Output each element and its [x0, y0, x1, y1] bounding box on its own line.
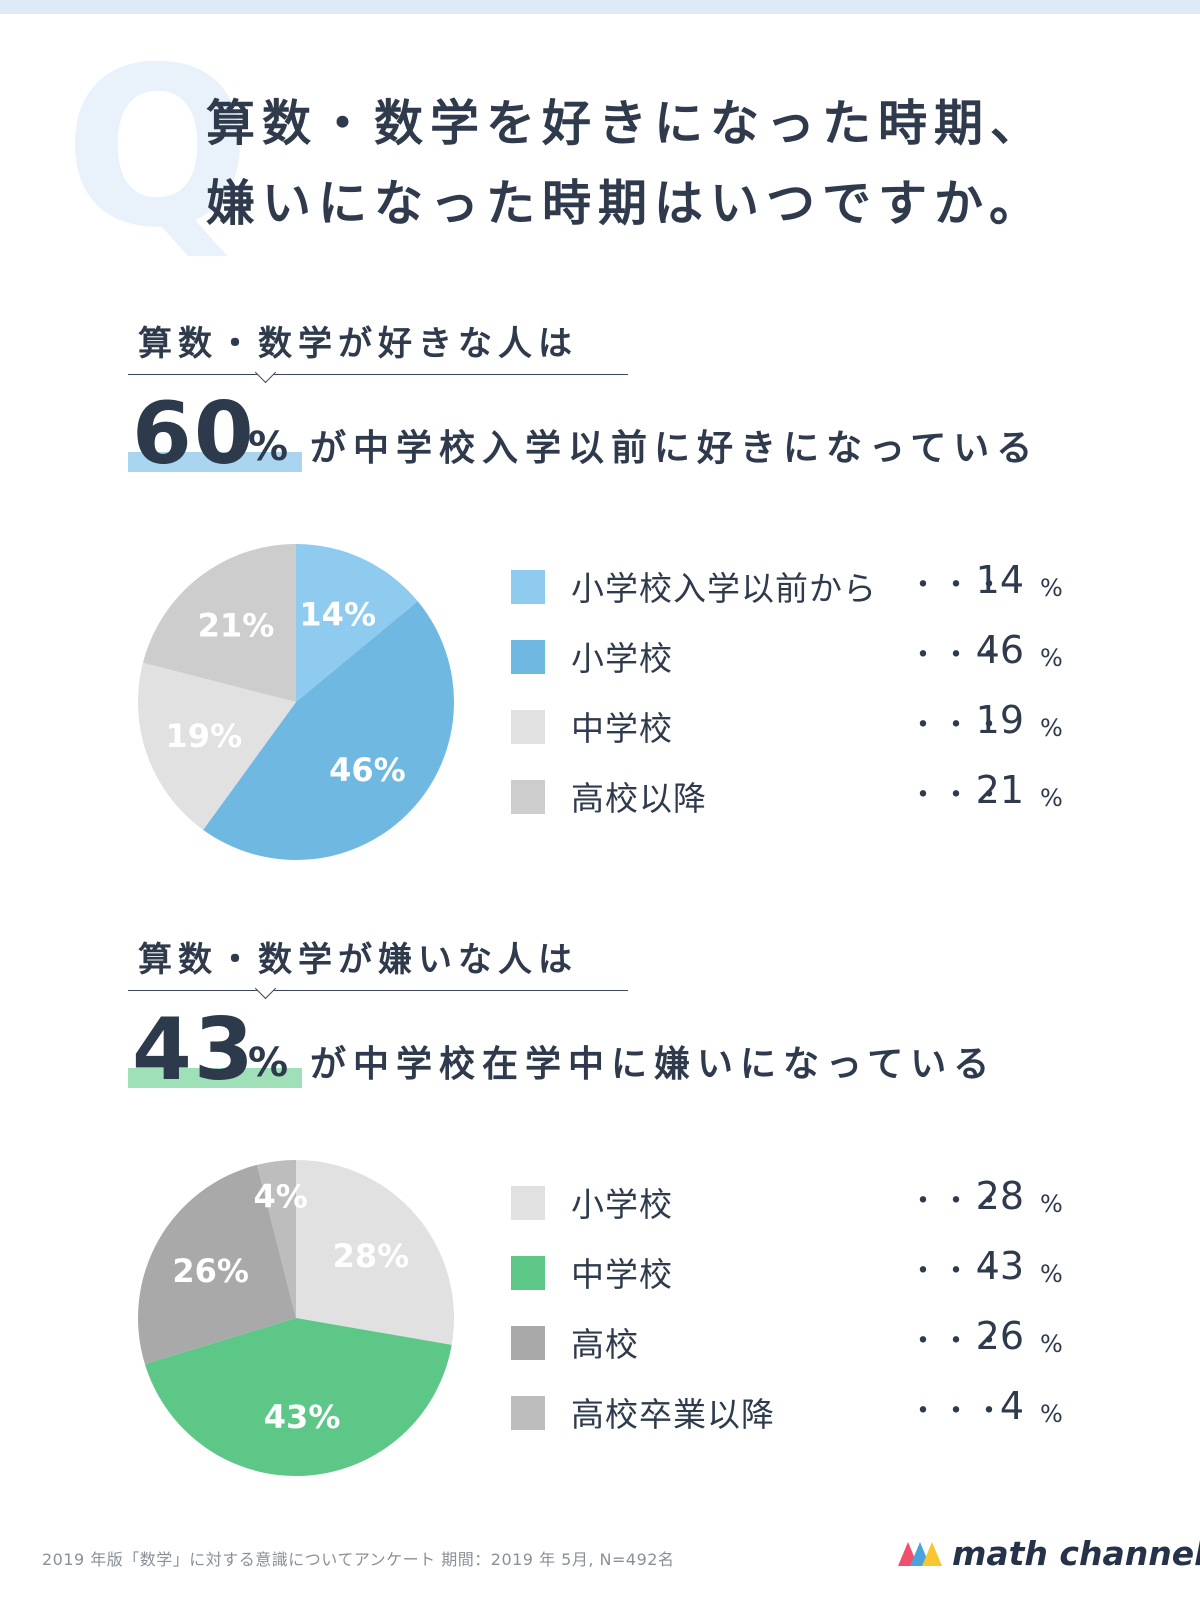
legend-unit: % — [1040, 714, 1063, 742]
pie-slice-label-0: 28% — [333, 1237, 410, 1275]
legend-value: 26 — [975, 1314, 1024, 1358]
dislike-section-notch — [254, 977, 277, 1000]
legend-dots: ・・・ — [908, 1184, 1007, 1219]
legend-swatch — [511, 1256, 545, 1290]
dislike-section: 算数・数学が嫌いな人は 43 % が中学校在学中に嫌いになっている 28% 43%… — [0, 932, 1200, 1492]
legend-label: 小学校 — [571, 1185, 673, 1224]
pie-slice-1 — [203, 601, 454, 860]
pie-slice-2 — [138, 1164, 296, 1365]
brand-logo: math channel — [896, 1528, 1200, 1578]
like-big-number: 60 — [132, 384, 256, 484]
pie-slice-0 — [296, 544, 418, 702]
dislike-big-unit: % — [248, 1040, 289, 1086]
legend-item: 中学校 ・・・ 43% — [0, 1244, 1200, 1296]
legend-item: 高校 ・・・ 26% — [0, 1314, 1200, 1366]
legend-swatch — [511, 1186, 545, 1220]
legend-item: 高校以降 ・・・ 21% — [0, 768, 1200, 820]
q-watermark: Q — [64, 20, 252, 276]
legend-dots: ・・・ — [908, 1324, 1007, 1359]
legend-item: 小学校 ・・・ 46% — [0, 628, 1200, 680]
legend-dots: ・・・ — [908, 568, 1007, 603]
legend-value: 46 — [975, 628, 1024, 672]
like-section-rule — [128, 374, 628, 375]
legend-swatch — [511, 1326, 545, 1360]
pie-slice-label-1: 46% — [329, 751, 406, 789]
legend-label: 中学校 — [571, 1255, 673, 1294]
legend-unit: % — [1040, 1190, 1063, 1218]
legend-item: 小学校 ・・・ 28% — [0, 1174, 1200, 1226]
pie-slice-label-2: 26% — [172, 1252, 249, 1290]
like-headline: が中学校入学以前に好きになっている — [310, 428, 1040, 469]
pie-slice-3 — [257, 1160, 296, 1318]
pie-slice-1 — [144, 1318, 452, 1476]
legend-item: 小学校入学以前から ・・・ 14% — [0, 558, 1200, 610]
legend-value: 28 — [975, 1174, 1024, 1218]
dislike-pie-chart: 28% 43% 26%4% — [138, 1160, 454, 1476]
legend-label: 高校 — [571, 1325, 639, 1364]
legend-unit: % — [1040, 574, 1063, 602]
brand-name: math channel — [952, 1534, 1200, 1573]
legend-label: 中学校 — [571, 709, 673, 748]
pie-slice-2 — [138, 662, 296, 830]
legend-value: 14 — [975, 558, 1024, 602]
legend-value: 19 — [975, 698, 1024, 742]
legend-swatch — [511, 640, 545, 674]
legend-swatch — [511, 710, 545, 744]
like-number-highlight — [128, 452, 302, 472]
pie-slice-0 — [296, 1160, 454, 1345]
like-pie-chart: 14% 46% 19% 21% — [138, 544, 454, 860]
legend-dots: ・・・ — [908, 708, 1007, 743]
pie-slice-label-0: 14% — [299, 595, 376, 633]
legend-swatch — [511, 1396, 545, 1430]
legend-value: 21 — [975, 768, 1024, 812]
top-bar — [0, 0, 1200, 14]
legend-unit: % — [1040, 1400, 1063, 1428]
legend-value: 4 — [999, 1384, 1024, 1428]
legend-dots: ・・・ — [908, 778, 1007, 813]
title-line-2: 嫌いになった時期はいつですか。 — [206, 175, 1046, 232]
like-big-unit: % — [248, 424, 289, 470]
legend-value: 43 — [975, 1244, 1024, 1288]
survey-note: 2019 年版「数学」に対する意識についてアンケート 期間：2019 年 5月,… — [42, 1550, 675, 1569]
legend-item: 中学校 ・・・ 19% — [0, 698, 1200, 750]
like-section-notch — [254, 361, 277, 384]
legend-label: 小学校 — [571, 639, 673, 678]
legend-swatch — [511, 570, 545, 604]
page-title: 算数・数学を好きになった時期、 嫌いになった時期はいつですか。 — [206, 84, 1046, 244]
pie-slice-label-3: 4% — [254, 1178, 308, 1216]
dislike-big-number: 43 — [132, 1000, 256, 1100]
brand-mark-icon — [898, 1542, 942, 1566]
pie-slice-label-3: 21% — [198, 607, 275, 645]
legend-dots: ・・・ — [908, 1254, 1007, 1289]
title-line-1: 算数・数学を好きになった時期、 — [206, 95, 1047, 152]
legend-unit: % — [1040, 784, 1063, 812]
dislike-section-label: 算数・数学が嫌いな人は — [138, 940, 578, 980]
legend-unit: % — [1040, 644, 1063, 672]
dislike-section-rule — [128, 990, 628, 991]
legend-dots: ・・・ — [908, 1394, 1007, 1429]
legend-label: 小学校入学以前から — [571, 569, 877, 608]
like-section: 算数・数学が好きな人は 60 % が中学校入学以前に好きになっている 14% 46… — [0, 316, 1200, 876]
legend-label: 高校卒業以降 — [571, 1395, 775, 1434]
pie-slice-label-2: 19% — [166, 717, 243, 755]
pie-slice-3 — [142, 544, 296, 702]
dislike-headline: が中学校在学中に嫌いになっている — [310, 1044, 997, 1085]
legend-item: 高校卒業以降 ・・・ 4% — [0, 1384, 1200, 1436]
legend-swatch — [511, 780, 545, 814]
like-section-label: 算数・数学が好きな人は — [138, 324, 578, 364]
legend-unit: % — [1040, 1330, 1063, 1358]
pie-slice-label-1: 43% — [264, 1398, 341, 1436]
dislike-number-highlight — [128, 1068, 302, 1088]
legend-unit: % — [1040, 1260, 1063, 1288]
legend-label: 高校以降 — [571, 779, 707, 818]
legend-dots: ・・・ — [908, 638, 1007, 673]
